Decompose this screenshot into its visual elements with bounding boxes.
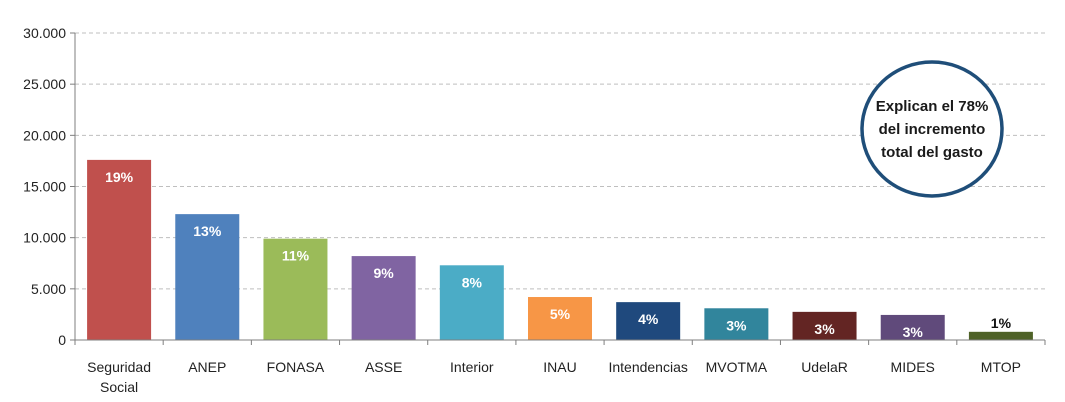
bar <box>616 302 681 340</box>
data-label: 8% <box>462 274 483 290</box>
annotation-circle <box>860 60 1004 198</box>
y-axis: 0 5.000 10.000 15.000 20.000 25.000 30.000 <box>23 25 76 348</box>
data-label: 9% <box>374 265 395 281</box>
x-tick-label: MIDES <box>891 359 935 375</box>
x-tick-label: MTOP <box>981 359 1021 375</box>
x-tick-label: ASSE <box>365 359 402 375</box>
bar <box>351 256 416 340</box>
y-tick-label: 20.000 <box>23 127 66 143</box>
data-label: 3% <box>814 321 835 337</box>
x-tick-label: MVOTMA <box>706 359 768 375</box>
bar <box>87 159 152 340</box>
bar <box>528 297 592 340</box>
data-label: 4% <box>638 311 659 327</box>
y-tick-label: 25.000 <box>23 76 66 92</box>
annotation-text: total del gasto <box>881 144 983 161</box>
data-label: 11% <box>282 248 310 264</box>
y-tick-label: 15.000 <box>23 179 66 195</box>
x-axis: Seguridad Social ANEP FONASA ASSE Interior INA… <box>74 339 1046 395</box>
y-tick-label: 5.000 <box>31 281 66 297</box>
bar <box>175 214 240 340</box>
data-label: 19% <box>105 169 134 185</box>
x-tick-label: UdelaR <box>801 359 848 375</box>
data-label: 1% <box>991 315 1012 331</box>
x-tick-label: FONASA <box>267 359 325 375</box>
bar <box>880 314 945 340</box>
x-tick-label: Seguridad Social <box>87 359 151 395</box>
bar <box>704 308 769 340</box>
bars: 19% 13% 11% 9% 8% 5% 4% 3% 3% 3% 1% <box>87 159 1033 340</box>
data-label: 5% <box>550 306 571 322</box>
bar <box>968 331 1033 340</box>
y-tick-label: 10.000 <box>23 230 66 246</box>
y-tick-label: 30.000 <box>23 25 66 41</box>
x-tick-label: ANEP <box>188 359 226 375</box>
bar <box>439 265 504 340</box>
bar <box>792 311 857 340</box>
annotation-callout: Explican el 78% del incremento total del g… <box>860 60 1004 198</box>
data-label: 13% <box>193 223 222 239</box>
x-tick-label: INAU <box>543 359 576 375</box>
annotation-text: del incremento <box>879 121 986 138</box>
y-tick-label: 0 <box>58 332 66 348</box>
bar <box>263 238 328 340</box>
annotation-text: Explican el 78% <box>876 98 989 115</box>
data-label: 3% <box>903 324 924 340</box>
x-tick-label: Interior <box>450 359 494 375</box>
data-label: 3% <box>726 317 747 333</box>
x-tick-label: Intendencias <box>608 359 687 375</box>
